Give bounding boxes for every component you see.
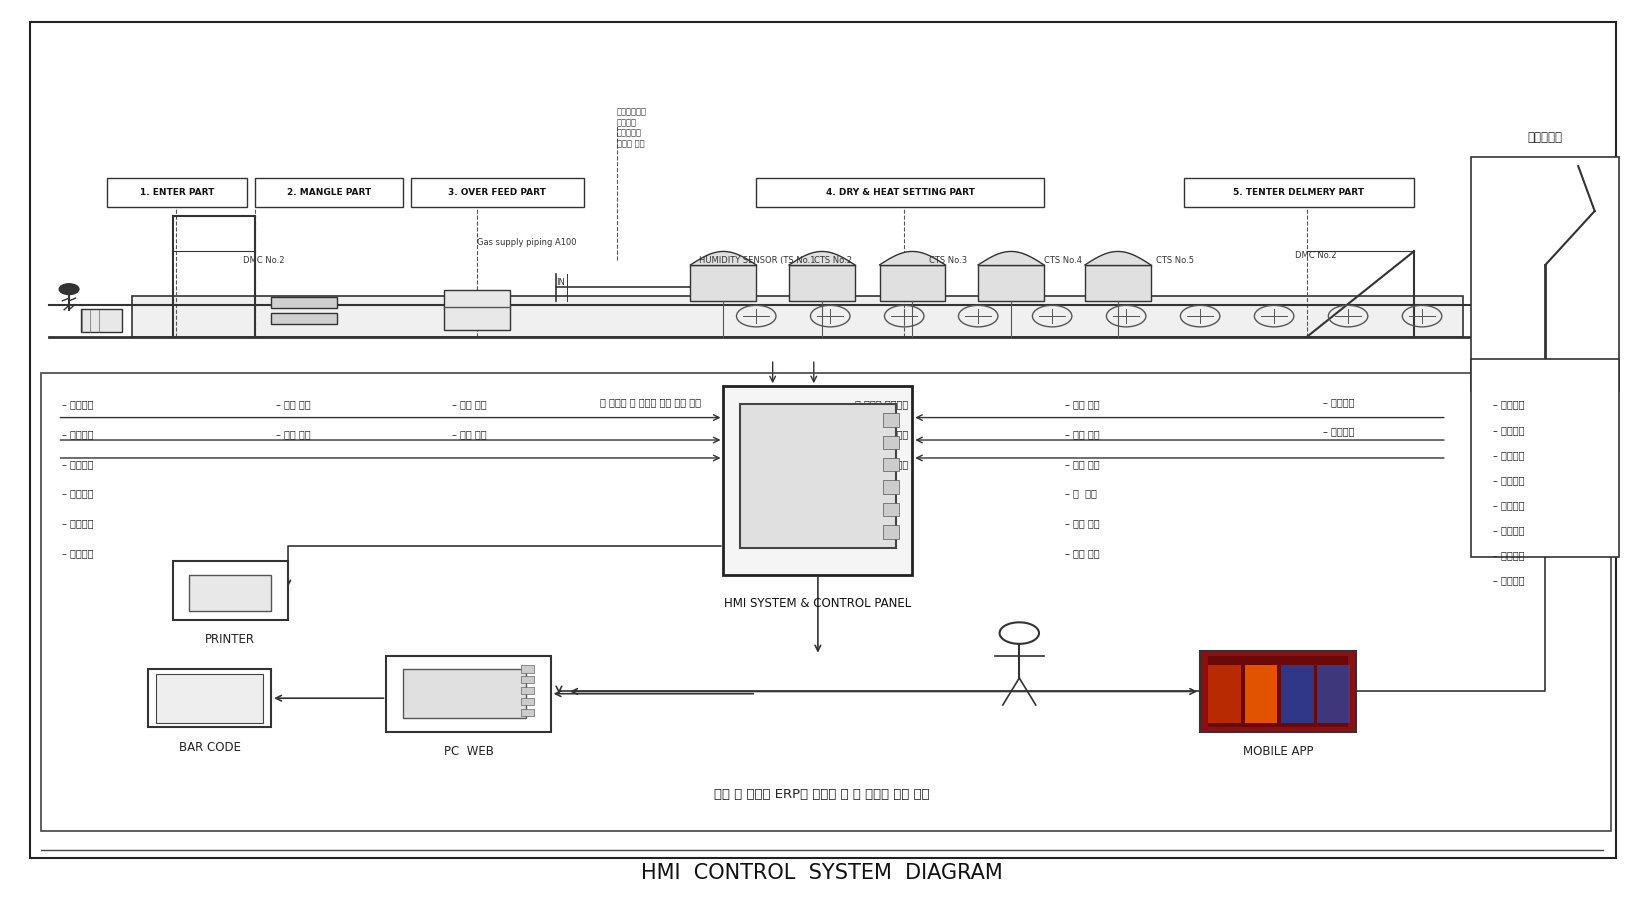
FancyBboxPatch shape	[411, 178, 584, 207]
Bar	[1208, 665, 1241, 723]
Bar	[521, 687, 534, 694]
Bar	[1471, 157, 1619, 391]
Text: – 검사담당: – 검사담당	[1493, 550, 1524, 560]
Text: – 가공담당: – 가공담당	[62, 518, 94, 528]
Bar	[1281, 665, 1314, 723]
Text: 각 구동부 및 회전부 오일 주유 일람: 각 구동부 및 회전부 오일 주유 일람	[600, 397, 700, 407]
Bar	[1200, 651, 1356, 732]
Bar	[883, 436, 899, 449]
Text: – 검사일자: – 검사일자	[1493, 525, 1524, 535]
Bar	[386, 656, 551, 732]
Text: – 밀도측정: – 밀도측정	[1323, 397, 1355, 407]
Text: – 유량 제어: – 유량 제어	[276, 429, 311, 439]
Text: – 각 작동부 이상유무: – 각 작동부 이상유무	[847, 429, 907, 439]
Text: 검사플링기: 검사플링기	[1527, 131, 1563, 144]
Text: HMI SYSTEM & CONTROL PANEL: HMI SYSTEM & CONTROL PANEL	[725, 597, 911, 610]
Text: – 작업속도: – 작업속도	[1493, 425, 1524, 435]
Text: – 화재 감시: – 화재 감시	[1065, 400, 1100, 409]
Bar	[271, 297, 337, 308]
Bar	[173, 561, 288, 620]
Text: – 각 선상부 이상유무: – 각 선상부 이상유무	[847, 459, 907, 469]
FancyBboxPatch shape	[107, 178, 247, 207]
Text: – 챔버 온도: – 챔버 온도	[1065, 459, 1100, 469]
Text: CTS No.2: CTS No.2	[814, 256, 852, 265]
Bar	[521, 709, 534, 716]
Bar	[41, 373, 1611, 831]
Text: CTS No.4: CTS No.4	[1044, 256, 1082, 265]
Bar	[978, 265, 1044, 301]
Text: – 기타사항: – 기타사항	[1493, 576, 1524, 585]
Bar	[521, 676, 534, 683]
Bar	[883, 413, 899, 427]
Text: – 원단밀도: – 원단밀도	[1493, 475, 1524, 485]
Bar	[41, 49, 1611, 373]
Bar	[1085, 265, 1151, 301]
Bar	[521, 698, 534, 705]
Text: – 각 구동부 이상유무: – 각 구동부 이상유무	[847, 400, 907, 409]
Text: – 원단중량: – 원단중량	[62, 429, 94, 439]
Text: 4. DRY & HEAT SETTING PART: 4. DRY & HEAT SETTING PART	[825, 188, 975, 197]
Bar	[1471, 359, 1619, 557]
Bar	[148, 669, 271, 727]
Text: BAR CODE: BAR CODE	[179, 741, 240, 753]
Text: HMI  CONTROL  SYSTEM  DIAGRAM: HMI CONTROL SYSTEM DIAGRAM	[641, 863, 1003, 883]
Text: PRINTER: PRINTER	[206, 633, 255, 646]
Text: 5. TENTER DELMERY PART: 5. TENTER DELMERY PART	[1233, 188, 1365, 197]
Text: CTS No.5: CTS No.5	[1156, 256, 1194, 265]
Text: 1. ENTER PART: 1. ENTER PART	[140, 188, 214, 197]
Bar	[740, 404, 896, 548]
Bar	[1208, 656, 1348, 727]
Text: – 기타사항: – 기타사항	[62, 548, 94, 558]
Text: 배기온도센서
배기댐퍼
배기팬모타
소화제 분사: 배기온도센서 배기댐퍼 배기팬모타 소화제 분사	[616, 108, 646, 148]
Text: – 풍망 제어: – 풍망 제어	[1065, 518, 1100, 528]
Text: Gas supply piping A100: Gas supply piping A100	[477, 238, 577, 247]
Text: 3. OVER FEED PART: 3. OVER FEED PART	[449, 188, 546, 197]
Bar	[444, 289, 510, 330]
Bar	[189, 575, 271, 611]
Text: – 입고일지: – 입고일지	[62, 489, 94, 498]
Text: MOBILE APP: MOBILE APP	[1243, 745, 1314, 758]
Text: PC  WEB: PC WEB	[444, 745, 493, 758]
Text: – 작업공정: – 작업공정	[62, 459, 94, 469]
Text: – 오버 제어: – 오버 제어	[452, 429, 487, 439]
Bar	[789, 265, 855, 301]
Text: DMC No.2: DMC No.2	[243, 256, 284, 265]
Bar	[521, 665, 534, 673]
Text: – 작업공정: – 작업공정	[1493, 500, 1524, 510]
Text: – 포  온도: – 포 온도	[1065, 489, 1097, 498]
Circle shape	[59, 284, 79, 295]
Text: 2. MANGLE PART: 2. MANGLE PART	[286, 188, 372, 197]
Text: – 원단측율: – 원단측율	[1493, 450, 1524, 460]
Bar	[82, 309, 123, 331]
Text: HUMIDITY SENSOR (TS No.1: HUMIDITY SENSOR (TS No.1	[699, 256, 815, 265]
Text: 향후 각 업체의 ERP와 연계가 될 수 있도록 소싱 제공: 향후 각 업체의 ERP와 연계가 될 수 있도록 소싱 제공	[713, 788, 931, 801]
Text: – 원단종류: – 원단종류	[1493, 400, 1524, 409]
Text: – 네기 제어: – 네기 제어	[1065, 429, 1100, 439]
Text: – 폭출 제어: – 폭출 제어	[1065, 548, 1100, 558]
Bar	[883, 480, 899, 494]
FancyBboxPatch shape	[756, 178, 1044, 207]
FancyBboxPatch shape	[1184, 178, 1414, 207]
Bar	[271, 313, 337, 324]
Text: – 작업속도: – 작업속도	[1323, 427, 1355, 436]
FancyBboxPatch shape	[255, 178, 403, 207]
Text: CTS No.3: CTS No.3	[929, 256, 967, 265]
Text: – 원단종류: – 원단종류	[62, 400, 94, 409]
Bar	[883, 503, 899, 516]
Text: – 장력 제어: – 장력 제어	[276, 400, 311, 409]
Bar	[132, 296, 1463, 337]
Bar	[156, 674, 263, 723]
Bar	[880, 265, 945, 301]
Bar	[1317, 665, 1350, 723]
Text: IN: IN	[556, 278, 564, 287]
Bar	[883, 525, 899, 539]
Bar	[1245, 665, 1277, 723]
Bar	[883, 458, 899, 471]
Text: – 밀도 제어: – 밀도 제어	[452, 400, 487, 409]
Bar	[403, 669, 526, 718]
Bar	[690, 265, 756, 301]
Text: DMC No.2: DMC No.2	[1295, 251, 1337, 260]
Bar	[723, 386, 912, 575]
